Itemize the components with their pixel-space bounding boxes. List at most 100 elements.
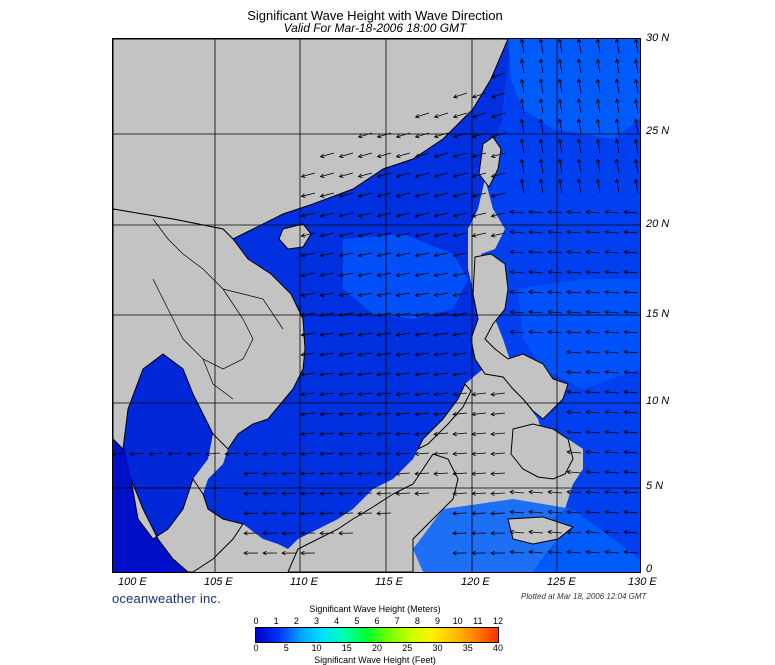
wave-direction-arrow (300, 531, 316, 536)
wave-direction-arrow (547, 509, 563, 515)
wave-direction-arrow (433, 132, 449, 139)
wave-direction-arrow (376, 272, 392, 278)
wave-direction-arrow (433, 332, 449, 337)
wave-direction-arrow (509, 509, 525, 515)
wave-direction-arrow (338, 152, 354, 159)
wave-direction-arrow (148, 451, 164, 457)
wave-direction-arrow (633, 138, 639, 154)
wave-direction-arrow (433, 192, 449, 198)
wave-direction-arrow (433, 372, 449, 377)
wave-direction-arrow (395, 292, 411, 298)
wave-direction-arrow (490, 451, 506, 457)
wave-direction-arrow (319, 451, 335, 457)
wave-direction-arrow (538, 98, 544, 114)
wave-direction-arrow (433, 232, 449, 238)
wave-direction-arrow (357, 511, 373, 516)
sea-high-zone-3 (518, 279, 640, 389)
wave-direction-arrow (585, 229, 601, 235)
wave-direction-arrow (538, 138, 544, 154)
brand-logo: oceanweather inc. (112, 591, 221, 606)
wave-direction-arrow (452, 92, 468, 99)
wave-direction-arrow (376, 252, 392, 258)
wave-direction-arrow (519, 78, 525, 94)
wave-direction-arrow (566, 209, 582, 215)
land-philippines (470, 253, 569, 420)
wave-direction-arrow (604, 229, 620, 235)
meter-tick: 5 (354, 616, 360, 626)
wave-direction-arrow (614, 58, 620, 74)
lat-label-25: 25 N (646, 125, 670, 137)
wave-direction-arrow (471, 471, 487, 476)
wave-direction-arrow (633, 178, 639, 194)
wave-direction-arrow (376, 232, 392, 238)
wave-direction-arrow (433, 272, 449, 278)
wave-direction-arrow (414, 272, 430, 278)
wave-direction-arrow (471, 511, 487, 516)
wave-direction-arrow (633, 98, 639, 114)
wave-direction-arrow (538, 118, 544, 134)
wave-direction-arrow (281, 451, 297, 457)
wave-direction-arrow (547, 329, 563, 335)
wave-direction-arrow (623, 229, 639, 235)
wave-direction-arrow (357, 431, 373, 437)
lon-label-100: 100 E (118, 576, 147, 588)
wave-direction-arrow (614, 118, 620, 134)
wave-direction-arrow (338, 531, 354, 536)
wave-direction-arrow (471, 192, 487, 198)
wave-direction-arrow (376, 292, 392, 298)
wave-direction-arrow (452, 112, 468, 119)
wave-direction-arrow (357, 372, 373, 377)
feet-tick: 25 (402, 643, 413, 653)
wave-direction-arrow (623, 469, 639, 475)
meter-tick: 9 (434, 616, 441, 626)
feet-tick: 15 (341, 643, 352, 653)
wave-direction-arrow (414, 491, 430, 496)
wave-direction-arrow (509, 269, 525, 275)
land-borneo (287, 453, 459, 572)
wave-direction-arrow (604, 489, 620, 495)
wave-direction-arrow (414, 212, 430, 218)
wave-direction-arrow (557, 58, 563, 74)
wave-direction-arrow (376, 471, 392, 476)
wave-direction-arrow (538, 178, 544, 194)
wave-direction-arrow (300, 372, 316, 377)
wave-direction-arrow (414, 112, 430, 119)
wave-direction-arrow (604, 349, 620, 355)
wave-direction-arrow (357, 192, 373, 198)
wave-direction-arrow (471, 132, 487, 139)
wave-direction-arrow (604, 529, 620, 535)
wave-direction-arrow (300, 332, 316, 337)
wave-direction-arrow (357, 332, 373, 337)
wave-direction-arrow (528, 509, 544, 515)
wave-direction-arrow (576, 138, 582, 154)
wave-direction-arrow (300, 272, 316, 278)
wave-direction-arrow (471, 172, 487, 178)
wave-direction-arrow (623, 429, 639, 435)
wave-direction-arrow (585, 369, 601, 375)
wave-direction-arrow (623, 449, 639, 455)
wave-direction-arrow (376, 391, 392, 397)
wave-direction-arrow (129, 451, 145, 457)
wave-direction-arrow (376, 312, 392, 318)
wave-direction-arrow (414, 451, 430, 457)
wave-direction-arrow (338, 352, 354, 357)
wave-direction-arrow (433, 312, 449, 318)
wave-direction-arrow (566, 429, 582, 435)
wave-direction-arrow (433, 212, 449, 218)
wave-direction-arrow (576, 39, 582, 54)
wave-direction-arrow (576, 78, 582, 94)
map-subtitle: Valid For Mar-18-2006 18:00 GMT (283, 21, 467, 35)
wave-direction-arrow (538, 39, 544, 54)
wave-direction-arrow (300, 352, 316, 357)
wave-direction-arrow (414, 132, 430, 139)
wave-direction-arrow (376, 431, 392, 437)
wave-direction-arrow (566, 489, 582, 495)
wave-direction-arrow (262, 550, 278, 556)
wave-direction-arrow (376, 511, 392, 516)
wave-direction-arrow (509, 329, 525, 335)
wave-direction-arrow (319, 531, 335, 536)
land-palawan (416, 383, 472, 451)
wave-direction-arrow (547, 209, 563, 215)
wave-direction-arrow (595, 98, 601, 114)
colorbar-feet-title: Significant Wave Height (Feet) (314, 655, 436, 665)
